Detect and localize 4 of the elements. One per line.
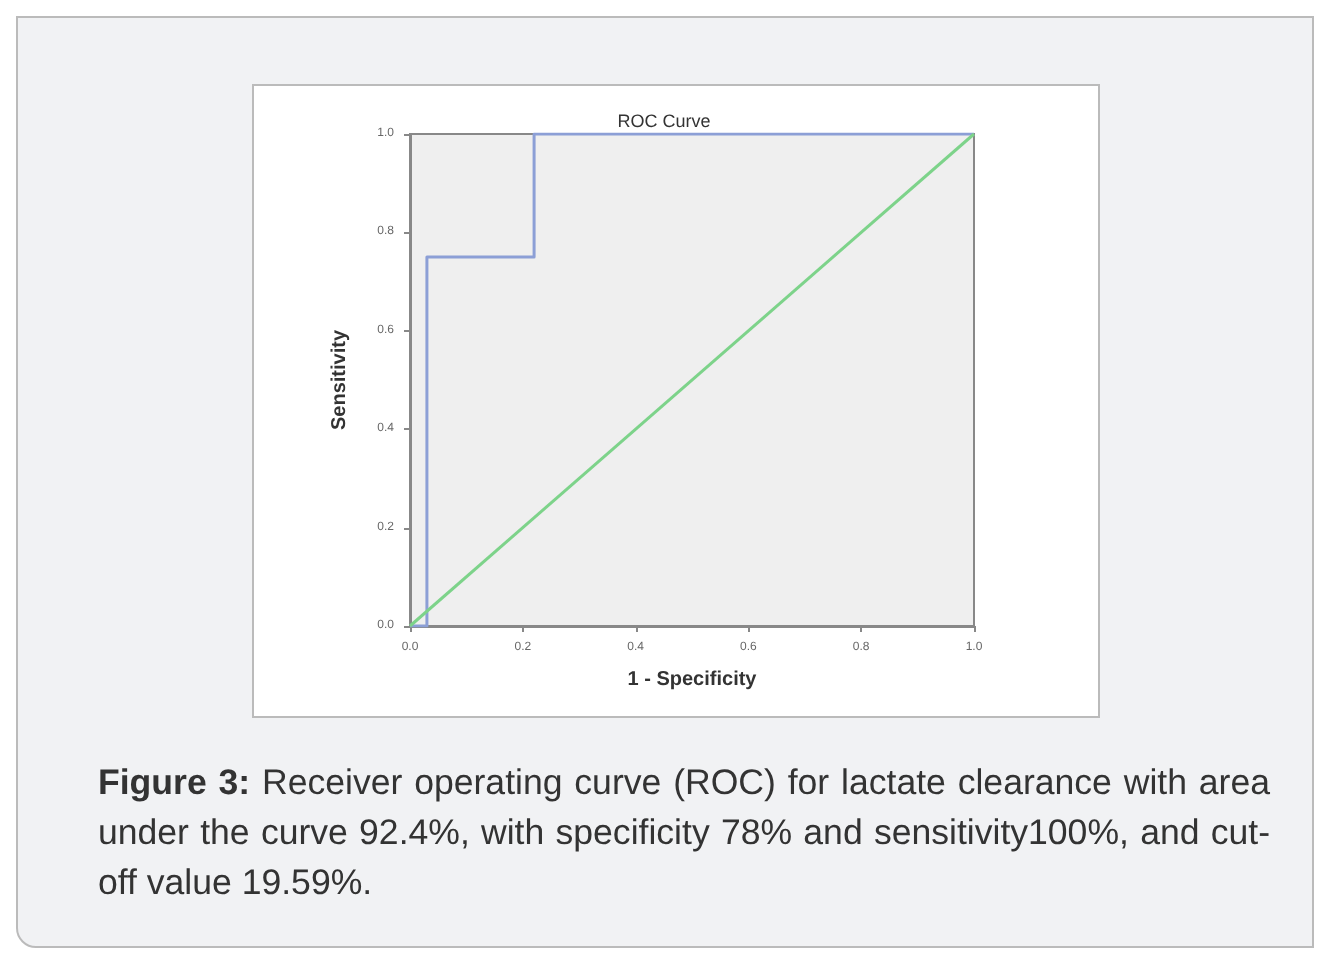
- x-axis-title: 1 - Specificity: [627, 669, 758, 691]
- chart-title: ROC Curve: [617, 111, 711, 131]
- y-axis-title: Sensitivity: [329, 329, 351, 431]
- caption: Figure 3: Receiver operating curve (ROC) for lactate clearance with area under the curve 92.4%, with specificity 78% and sensitivity100%, and cut-off value 19.59%.: [98, 760, 1270, 906]
